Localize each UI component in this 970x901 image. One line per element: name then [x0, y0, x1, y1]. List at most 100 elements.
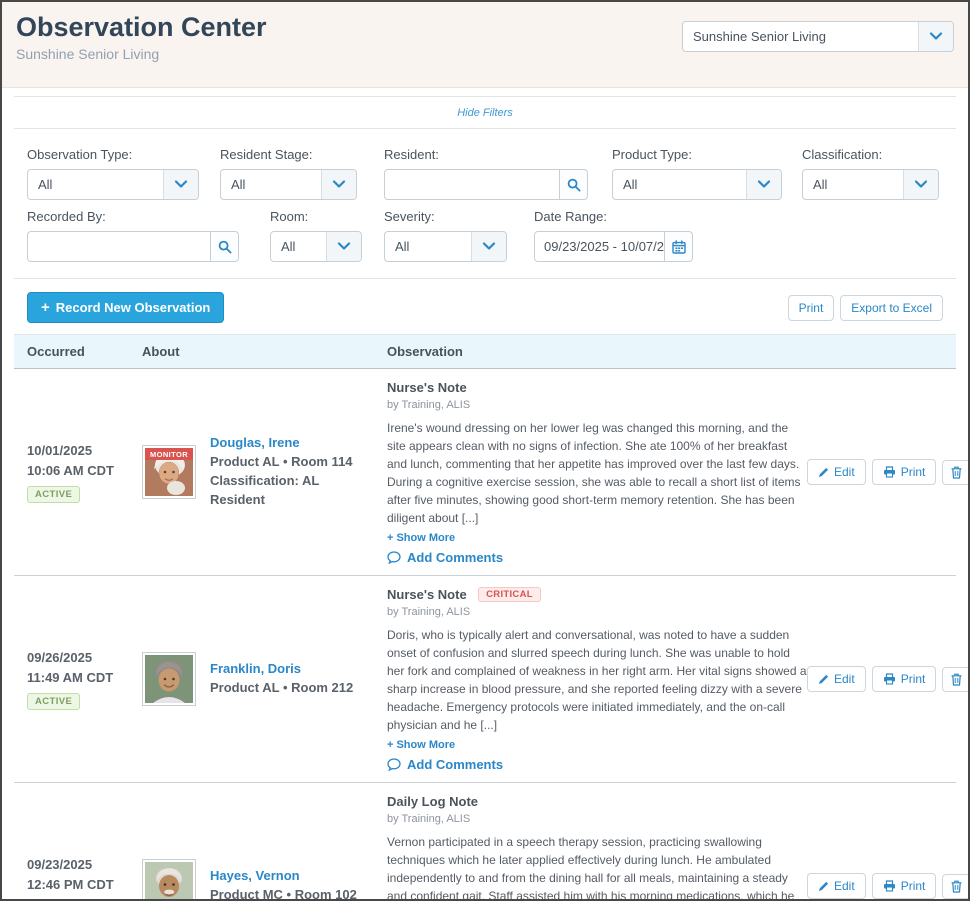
observation-cell: Nurse's Note by Training, ALIS Irene's w… [387, 377, 807, 567]
date-range-calendar-button[interactable] [664, 231, 693, 262]
room-value: All [281, 239, 296, 254]
print-button-label: Print [900, 465, 926, 479]
add-comments-link[interactable]: Add Comments [387, 757, 807, 772]
status-badge: ACTIVE [27, 486, 81, 503]
add-comments-link[interactable]: Add Comments [387, 550, 807, 565]
show-more-link[interactable]: + Show More [387, 532, 455, 544]
add-comments-label: Add Comments [407, 550, 504, 565]
note-author: by Training, ALIS [387, 399, 471, 411]
chevron-down-icon[interactable] [471, 232, 506, 261]
status-badge: ACTIVE [27, 693, 81, 710]
severity-select[interactable]: All [384, 231, 507, 262]
resident-avatar [142, 859, 196, 899]
print-button[interactable]: Print [871, 666, 937, 692]
resident-name-link[interactable]: Franklin, Doris [210, 661, 302, 677]
occurred-cell: 09/26/2025 11:49 AM CDT ACTIVE [27, 648, 142, 710]
print-list-button[interactable]: Print [787, 294, 835, 321]
hide-filters-link[interactable]: Hide Filters [457, 107, 513, 119]
recorded-by-search-button[interactable] [210, 231, 239, 262]
page-header-titles: Observation Center Sunshine Senior Livin… [16, 12, 267, 62]
edit-button-label: Edit [834, 465, 855, 479]
filter-room: Room: All [270, 209, 362, 262]
resident-photo [145, 448, 193, 496]
chevron-down-icon[interactable] [321, 170, 356, 199]
export-to-excel-button[interactable]: Export to Excel [840, 294, 943, 321]
resident-classification: Classification: AL Resident [210, 473, 320, 507]
occurred-time: 11:49 AM CDT [27, 669, 114, 685]
print-button[interactable]: Print [871, 459, 937, 485]
recorded-by-search-input[interactable] [27, 231, 211, 262]
community-selector[interactable]: Sunshine Senior Living [682, 21, 954, 52]
record-new-observation-button[interactable]: + Record New Observation [27, 292, 225, 323]
classification-select[interactable]: All [802, 169, 939, 200]
community-selector-value: Sunshine Senior Living [693, 29, 826, 44]
occurred-cell: 10/01/2025 10:06 AM CDT ACTIVE [27, 441, 142, 503]
resident-search-input[interactable] [384, 169, 560, 200]
row-actions: Edit Print [807, 873, 968, 899]
edit-button[interactable]: Edit [807, 873, 866, 899]
chevron-down-icon[interactable] [746, 170, 781, 199]
pencil-icon [818, 881, 829, 891]
trash-icon [951, 673, 962, 686]
note-author: by Training, ALIS [387, 813, 471, 825]
print-button-label: Print [900, 672, 926, 686]
chevron-down-icon[interactable] [326, 232, 361, 261]
product-type-label: Product Type: [612, 147, 692, 162]
classification-value: All [813, 177, 828, 192]
chevron-down-icon[interactable] [163, 170, 198, 199]
classification-label: Classification: [802, 147, 883, 162]
resident-stage-value: All [231, 177, 246, 192]
product-type-value: All [623, 177, 638, 192]
resident-label: Resident: [384, 147, 439, 162]
edit-button[interactable]: Edit [807, 666, 866, 692]
note-author: by Training, ALIS [387, 606, 471, 618]
resident-stage-select[interactable]: All [220, 169, 357, 200]
filter-recorded-by: Recorded By: [27, 209, 239, 262]
filters-toggle-bar: Hide Filters [14, 96, 956, 129]
resident-name-link[interactable]: Douglas, Irene [210, 435, 300, 451]
resident-name-link[interactable]: Hayes, Vernon [210, 868, 300, 884]
plus-icon: + [387, 739, 394, 751]
recorded-by-label: Recorded By: [27, 209, 106, 224]
note-text: Doris, who is typically alert and conver… [387, 628, 807, 732]
print-button[interactable]: Print [871, 873, 937, 899]
filter-classification: Classification: All [802, 147, 939, 200]
room-select[interactable]: All [270, 231, 362, 262]
show-more-link[interactable]: + Show More [387, 739, 455, 751]
filter-date-range: Date Range: 09/23/2025 - 10/07/2025 [534, 209, 693, 262]
date-range-input[interactable]: 09/23/2025 - 10/07/2025 [534, 231, 686, 262]
filter-observation-type: Observation Type: All [27, 147, 199, 200]
product-type-select[interactable]: All [612, 169, 782, 200]
filter-resident-stage: Resident Stage: All [220, 147, 357, 200]
resident-product-room: Product AL • Room 114 [210, 454, 353, 470]
filter-resident: Resident: [384, 147, 588, 200]
column-header-about: About [142, 344, 180, 359]
page-header: Observation Center Sunshine Senior Livin… [2, 2, 968, 88]
date-range-label: Date Range: [534, 209, 607, 224]
note-text: Vernon participated in a speech therapy … [387, 835, 795, 901]
delete-button[interactable] [942, 873, 968, 899]
delete-button[interactable] [942, 666, 968, 692]
monitor-flag-badge: MONITOR [145, 448, 193, 460]
comment-bubble-icon [387, 551, 401, 564]
resident-info: Franklin, Doris Product AL • Room 212 [210, 660, 353, 698]
occurred-date: 10/01/2025 [27, 443, 93, 458]
resident-search-button[interactable] [559, 169, 588, 200]
resident-product-room: Product AL • Room 212 [210, 680, 354, 696]
delete-button[interactable] [942, 459, 968, 485]
resident-avatar [142, 652, 196, 706]
trash-icon [951, 880, 962, 893]
observation-row: 10/01/2025 10:06 AM CDT ACTIVE MONITOR [14, 369, 968, 576]
main-content: Hide Filters Observation Type: All Resid… [2, 96, 968, 901]
chevron-down-icon[interactable] [903, 170, 938, 199]
resident-info: Douglas, Irene Product AL • Room 114 Cla… [210, 434, 377, 510]
edit-button[interactable]: Edit [807, 459, 866, 485]
observation-type-select[interactable]: All [27, 169, 199, 200]
chevron-down-icon[interactable] [918, 22, 953, 51]
note-title: Nurse's Note [387, 380, 467, 395]
resident-info: Hayes, Vernon Product MC • Room 102 [210, 867, 357, 899]
occurred-date: 09/26/2025 [27, 650, 93, 665]
severity-label: Severity: [384, 209, 435, 224]
critical-badge: CRITICAL [478, 587, 541, 602]
